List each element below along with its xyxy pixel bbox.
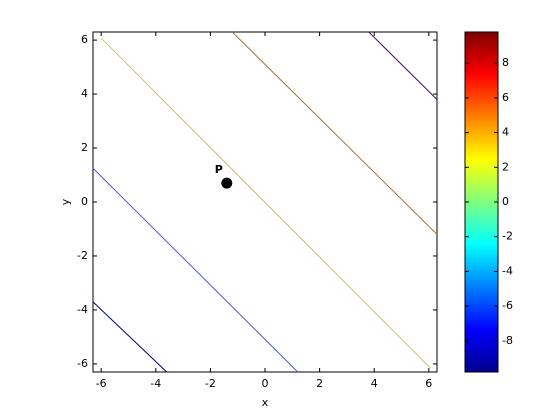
y-tick-label: -6 (77, 357, 88, 370)
contour-line (100, 37, 431, 369)
x-tick-label: 4 (371, 377, 378, 390)
colorbar-tick-label: 8 (502, 56, 509, 69)
colorbar-tick-label: 6 (502, 91, 509, 104)
x-axis-label: x (262, 396, 269, 409)
x-tick-label: 2 (316, 377, 323, 390)
colorbar (464, 31, 499, 373)
colorbar-tick-label: 4 (502, 126, 509, 139)
x-tick-label: -2 (205, 377, 216, 390)
contour-line (368, 31, 438, 100)
contour-line (92, 301, 168, 373)
colorbar-tick-label: -2 (502, 230, 513, 243)
colorbar-tick-label: -6 (502, 299, 513, 312)
colorbar-tick-label: -8 (502, 334, 513, 347)
y-tick-label: 4 (81, 87, 88, 100)
contour-line (92, 167, 299, 373)
x-tick-label: 6 (425, 377, 432, 390)
y-tick-label: 6 (81, 33, 88, 46)
y-tick-label: 0 (81, 195, 88, 208)
y-tick-label: -2 (77, 249, 88, 262)
y-tick-label: 2 (81, 141, 88, 154)
colorbar-tick-label: 0 (502, 195, 509, 208)
x-tick-label: -4 (150, 377, 161, 390)
point-label: P (215, 163, 223, 176)
y-tick-label: -4 (77, 303, 88, 316)
point (221, 177, 233, 189)
colorbar-tick-label: -4 (502, 264, 513, 277)
colorbar-tick-label: 2 (502, 160, 509, 173)
y-axis-label: y (59, 198, 72, 205)
contour-line (231, 31, 438, 235)
x-tick-label: -6 (96, 377, 107, 390)
x-tick-label: 0 (262, 377, 269, 390)
